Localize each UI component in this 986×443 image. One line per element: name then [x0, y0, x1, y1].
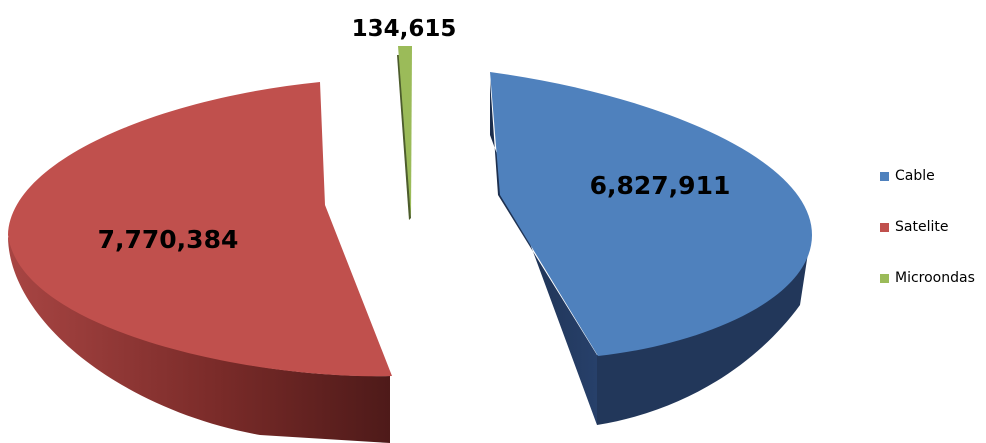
legend-swatch-cable: [880, 171, 889, 181]
slice-cable: [490, 72, 812, 425]
slice-microondas: [397, 46, 412, 220]
legend-label-cable: Cable: [895, 168, 935, 184]
data-label-microondas: 134,615: [352, 16, 457, 42]
slice-satelite-top: [8, 82, 392, 377]
legend-item-microondas: Microondas: [880, 268, 986, 288]
legend-label-microondas: Microondas: [895, 270, 975, 286]
legend-item-cable: Cable: [880, 166, 986, 186]
legend-item-satelite: Satelite: [880, 217, 986, 237]
slice-cable-top: [490, 72, 812, 356]
slice-satelite-side: [8, 237, 390, 443]
data-label-satelite: 7,770,384: [98, 225, 239, 254]
legend-swatch-microondas: [880, 273, 889, 283]
slice-cable-side-left: [490, 80, 597, 425]
slice-microondas-side: [397, 55, 411, 220]
slice-satelite: [8, 82, 392, 443]
data-label-cable: 6,827,911: [590, 171, 731, 200]
legend: Cable Satelite Microondas: [880, 166, 986, 319]
legend-swatch-satelite: [880, 222, 889, 232]
legend-label-satelite: Satelite: [895, 219, 949, 235]
slice-microondas-top: [398, 46, 412, 218]
